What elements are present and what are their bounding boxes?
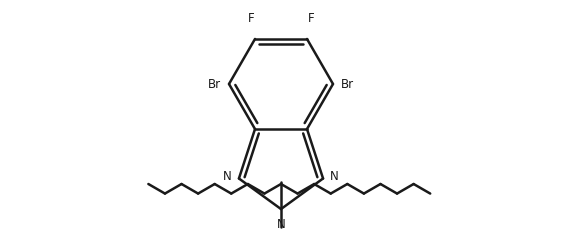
Text: N: N (277, 218, 285, 231)
Text: F: F (307, 12, 314, 25)
Text: Br: Br (208, 77, 221, 91)
Text: F: F (248, 12, 255, 25)
Text: Br: Br (341, 77, 354, 91)
Text: N: N (223, 170, 232, 183)
Text: N: N (330, 170, 339, 183)
